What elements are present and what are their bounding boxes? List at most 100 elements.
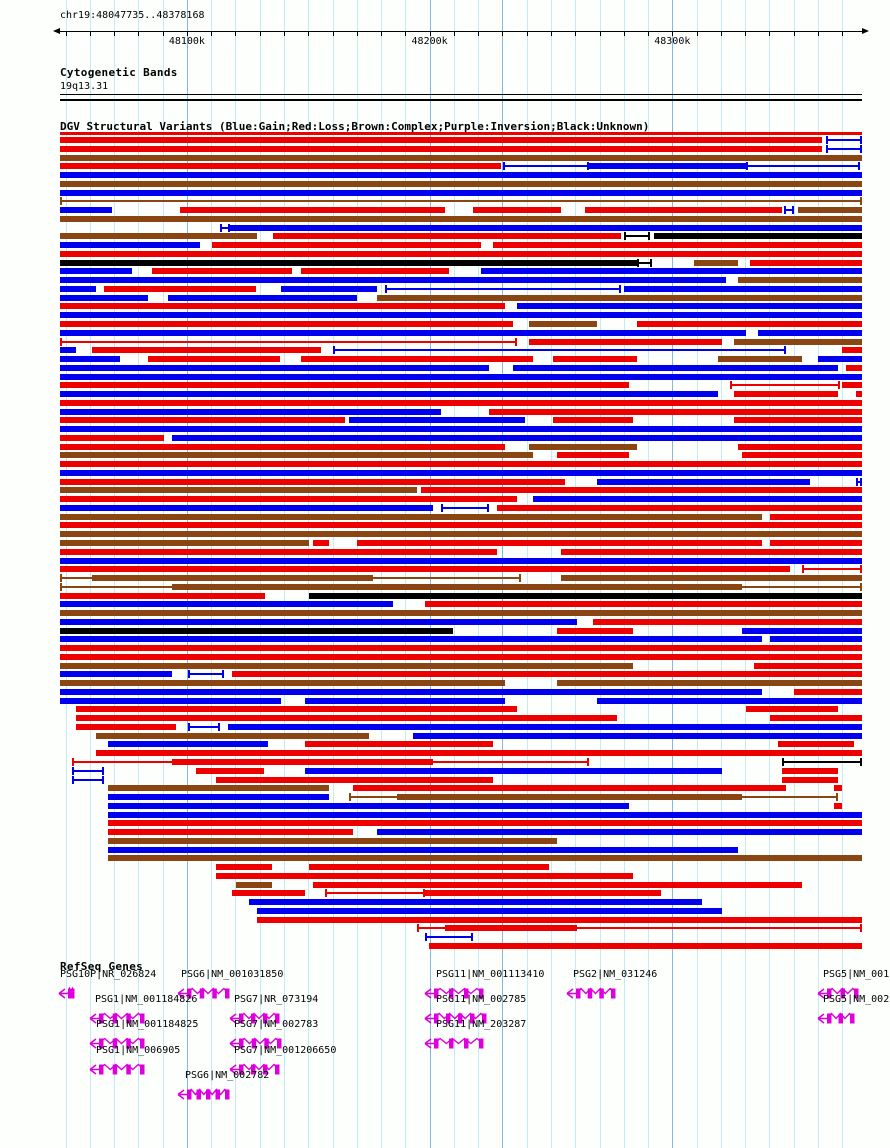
variant-bar[interactable]	[60, 548, 498, 555]
variant-bar[interactable]	[376, 829, 862, 835]
variant-span-line[interactable]	[332, 349, 786, 352]
variant-bar[interactable]	[557, 627, 634, 634]
variant-bar[interactable]	[60, 522, 862, 529]
variant-bar[interactable]	[60, 277, 726, 284]
variant-bar[interactable]	[60, 496, 518, 503]
variant-bar[interactable]	[428, 942, 862, 949]
variant-bar[interactable]	[308, 592, 862, 599]
gene-model-glyph[interactable]	[229, 1010, 283, 1024]
variant-bar[interactable]	[60, 154, 862, 161]
variant-bar[interactable]	[168, 294, 357, 301]
gene-model-glyph[interactable]	[177, 985, 233, 999]
variant-bar[interactable]	[304, 697, 506, 704]
variant-bar[interactable]	[376, 294, 862, 301]
gene-model-glyph[interactable]	[424, 985, 487, 999]
variant-bar[interactable]	[304, 767, 722, 774]
variant-bar[interactable]	[60, 391, 718, 397]
variant-bar[interactable]	[60, 215, 862, 222]
variant-bar[interactable]	[60, 487, 417, 494]
variant-span-line[interactable]	[440, 506, 489, 509]
variant-bar[interactable]	[60, 312, 862, 319]
variant-bar[interactable]	[517, 303, 862, 310]
variant-bar[interactable]	[228, 723, 862, 730]
gene-label[interactable]: PSG7|NM_002783	[234, 1019, 319, 1031]
variant-bar[interactable]	[60, 426, 862, 433]
variant-bar[interactable]	[216, 776, 494, 783]
variant-bar[interactable]	[733, 338, 862, 345]
variant-bar[interactable]	[172, 434, 862, 441]
variant-bar[interactable]	[60, 189, 862, 196]
gene-model-glyph[interactable]	[58, 985, 78, 999]
variant-bar[interactable]	[60, 452, 534, 459]
variant-span-line[interactable]	[784, 209, 794, 212]
gene-model-glyph[interactable]	[424, 1010, 490, 1024]
variant-bar[interactable]	[597, 478, 810, 485]
variant-bar[interactable]	[741, 627, 862, 634]
variant-bar[interactable]	[420, 487, 862, 494]
variant-bar[interactable]	[148, 356, 281, 362]
variant-bar[interactable]	[777, 741, 854, 748]
variant-span-line[interactable]	[637, 261, 652, 264]
variant-span-line[interactable]	[745, 165, 861, 168]
variant-bar[interactable]	[60, 321, 514, 327]
variant-bar[interactable]	[60, 566, 790, 573]
gene-label[interactable]: PSG1|NM_001184825	[96, 1019, 199, 1031]
variant-span-line[interactable]	[220, 226, 230, 229]
variant-bar[interactable]	[60, 207, 113, 214]
gene-model-glyph[interactable]	[817, 1010, 858, 1024]
variant-bar[interactable]	[348, 417, 526, 424]
variant-bar[interactable]	[769, 540, 862, 546]
variant-bar[interactable]	[745, 706, 838, 713]
gene-label[interactable]: PSG1|NM_006905	[96, 1044, 181, 1056]
variant-bar[interactable]	[833, 802, 842, 809]
variant-bar[interactable]	[76, 706, 518, 713]
variant-span-line[interactable]	[60, 340, 518, 343]
variant-bar[interactable]	[424, 601, 862, 608]
gene-label[interactable]: PSG6|NM_001031850	[181, 969, 284, 980]
variant-bar[interactable]	[693, 259, 738, 266]
variant-bar[interactable]	[60, 180, 862, 187]
variant-bar[interactable]	[769, 513, 862, 520]
variant-bar[interactable]	[717, 356, 802, 362]
variant-bar[interactable]	[60, 417, 345, 424]
variant-bar[interactable]	[60, 697, 281, 704]
variant-bar[interactable]	[60, 461, 862, 468]
variant-bar[interactable]	[108, 802, 630, 809]
variant-bar[interactable]	[60, 137, 822, 143]
variant-bar[interactable]	[96, 750, 862, 757]
variant-bar[interactable]	[216, 864, 273, 871]
variant-span-line[interactable]	[825, 139, 862, 141]
variant-bar[interactable]	[60, 145, 822, 152]
variant-span-line[interactable]	[324, 892, 425, 895]
variant-span-line[interactable]	[188, 673, 225, 676]
variant-bar[interactable]	[60, 653, 862, 660]
variant-bar[interactable]	[513, 364, 838, 371]
variant-bar[interactable]	[230, 224, 862, 231]
variant-bar[interactable]	[172, 583, 742, 590]
variant-span-line[interactable]	[825, 147, 862, 150]
cytogenetic-band-label[interactable]: 19q13.31	[60, 81, 109, 92]
variant-bar[interactable]	[561, 548, 863, 555]
variant-bar[interactable]	[172, 759, 433, 765]
gene-label[interactable]: PSG1|NM_001184826	[95, 994, 198, 1006]
variant-bar[interactable]	[60, 399, 862, 406]
variant-bar[interactable]	[180, 207, 445, 214]
variant-bar[interactable]	[593, 618, 862, 625]
variant-bar[interactable]	[92, 347, 321, 354]
variant-bar[interactable]	[60, 408, 441, 415]
variant-bar[interactable]	[817, 356, 862, 362]
gene-label[interactable]: PSG10P|NR_026824	[60, 969, 157, 980]
variant-bar[interactable]	[96, 732, 369, 739]
variant-bar[interactable]	[60, 557, 862, 564]
variant-bar[interactable]	[60, 268, 133, 275]
variant-bar[interactable]	[152, 268, 293, 275]
variant-bar[interactable]	[60, 592, 265, 599]
variant-bar[interactable]	[256, 916, 862, 923]
variant-bar[interactable]	[60, 688, 762, 695]
variant-bar[interactable]	[733, 391, 838, 397]
variant-bar[interactable]	[60, 513, 762, 520]
variant-bar[interactable]	[533, 496, 862, 503]
variant-span-line[interactable]	[502, 165, 590, 168]
variant-bar[interactable]	[60, 601, 393, 608]
variant-bar[interactable]	[741, 452, 862, 459]
